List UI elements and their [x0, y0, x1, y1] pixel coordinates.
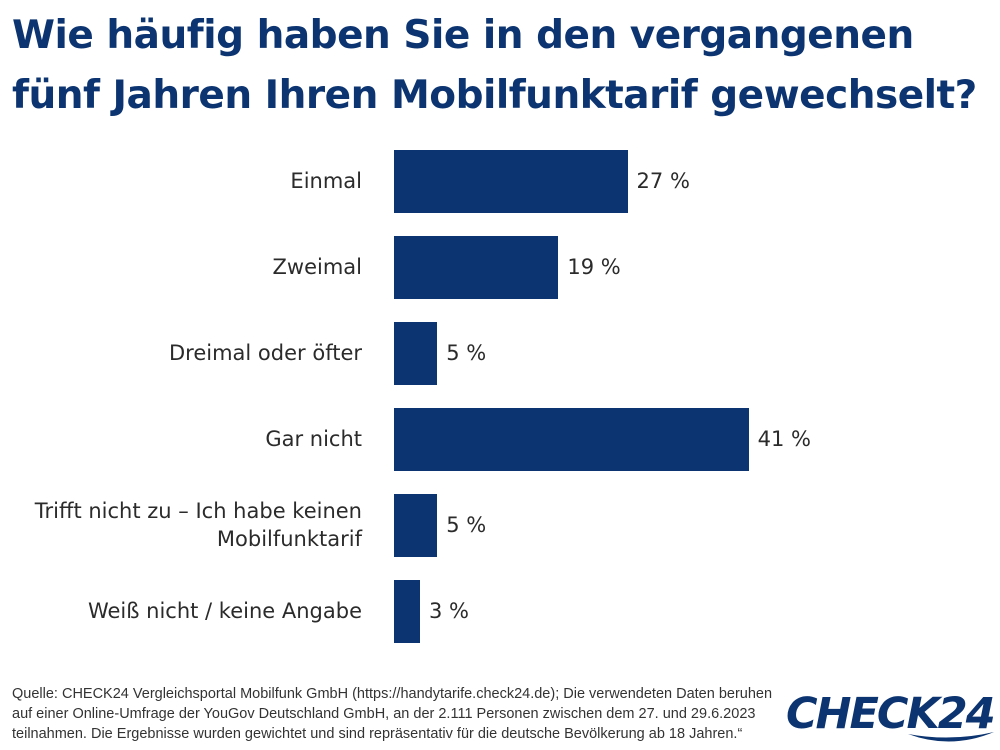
value-label: 5 %	[446, 513, 487, 537]
category-label: Zweimal	[272, 255, 362, 279]
check24-logo: CHECK24	[786, 688, 996, 748]
value-label: 3 %	[428, 599, 469, 623]
value-label: 27 %	[636, 169, 690, 193]
category-label: Trifft nicht zu – Ich habe keinen Mobilf…	[34, 499, 362, 551]
bar	[394, 579, 420, 643]
chart-title: Wie häufig haben Sie in den vergangenen …	[12, 13, 977, 118]
logo-swoosh-icon	[908, 732, 994, 742]
source-note: Quelle: CHECK24 Vergleichsportal Mobilfu…	[12, 686, 773, 742]
bar	[394, 235, 559, 299]
logo-wordmark: CHECK24	[786, 689, 996, 739]
category-label: Einmal	[290, 169, 362, 193]
category-label: Weiß nicht / keine Angabe	[87, 599, 362, 623]
category-label: Gar nicht	[265, 427, 362, 451]
bar	[394, 149, 628, 213]
value-label: 19 %	[567, 255, 621, 279]
value-label: 5 %	[446, 341, 487, 365]
value-label: 41 %	[757, 427, 811, 451]
bar	[394, 407, 749, 471]
category-label: Dreimal oder öfter	[169, 341, 362, 365]
bar	[394, 493, 438, 557]
bar	[394, 321, 438, 385]
